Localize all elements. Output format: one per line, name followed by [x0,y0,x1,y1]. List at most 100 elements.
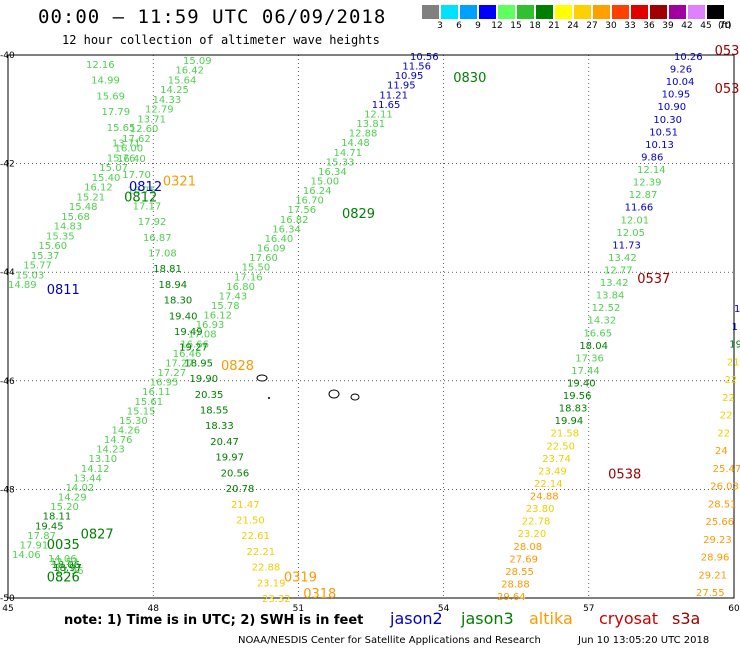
track-a-value: 14.48 [341,138,370,149]
track-c-value: 21.50 [236,515,265,526]
track-d-value: 14.06 [48,554,77,565]
track-c-value: 20.47 [210,437,239,448]
colorbar-label: 36 [643,21,655,31]
colorbar-label: 30 [605,21,617,31]
track-e-value: 11.66 [625,203,654,214]
track-e-value: 12.77 [604,265,633,276]
colorbar-swatch [688,5,705,19]
track-a-value: 17.27 [157,368,186,379]
pass-time-label: 0035 [47,538,80,553]
track-b-value: 14.89 [8,280,37,291]
track-f-value: 25.66 [706,517,735,528]
track-f-value: 1 [734,304,740,315]
track-c-value: 17.17 [133,201,162,212]
track-e-value: 10.90 [658,102,687,113]
track-f-value: 25.47 [713,464,740,475]
track-e-value: 9.86 [641,152,663,163]
track-a-value: 16.12 [203,311,232,322]
pass-time-label: 0318 [303,587,336,602]
track-a-value: 15.15 [127,406,156,417]
track-e-value: 23.74 [542,454,571,465]
track-e-value: 12.87 [629,190,658,201]
track-e-value: 12.05 [616,228,645,239]
track-c-value: 18.55 [200,406,229,417]
satellite-cryosat: cryosat [599,609,659,628]
colorbar-swatch [612,5,629,19]
track-f-value: 22 [725,375,738,386]
track-e-value: 28.08 [513,542,542,553]
footer-note: note: 1) Time is in UTC; 2) SWH is in fe… [64,613,364,628]
track-c-value: 17.92 [138,217,167,228]
lon-tick-label: 45 [2,604,13,614]
track-e-value: 10.26 [674,52,703,63]
track-b-value: 14.83 [54,222,83,233]
track-a-value: 11.56 [402,62,431,73]
track-c-value: 17.08 [148,248,177,259]
map-subtitle: 12 hour collection of altimeter wave hei… [62,33,380,47]
track-e-value: 24.88 [530,492,559,503]
track-a-value: 17.91 [20,540,49,551]
lat-tick-label: -48 [0,485,15,495]
pass-time-label: 053 [715,44,740,59]
track-b-value: 15.09 [183,56,212,67]
pass-time-label: 0829 [342,207,375,222]
track-b-value: 13.71 [137,114,166,125]
colorbar-swatch [479,5,496,19]
track-d-value: 18.06 [52,560,81,571]
colorbar-label: 15 [510,21,522,31]
track-f-value: 24 [715,446,728,457]
satellite-jason2: jason2 [390,609,443,628]
track-e-value: 21.58 [551,429,580,440]
timestamp: Jun 10 13:05:20 UTC 2018 [578,635,710,646]
track-a-value: 14.76 [104,435,133,446]
track-a-value: 14.71 [333,148,362,159]
track-a-value: 12.11 [364,109,393,120]
track-e-value: 28.55 [505,567,534,578]
track-e-value: 18.83 [559,404,588,415]
track-e-value: 17.44 [571,366,600,377]
track-e-value: 22.14 [534,479,563,490]
track-f-value: 27.55 [696,588,725,599]
colorbar-label: 45 [700,21,712,31]
track-c-value: 19.40 [169,311,198,322]
island-outline [328,389,340,399]
track-a-value: 14.26 [112,426,141,437]
track-a-value: 15.00 [311,177,340,188]
track-f-value: 22 [720,411,733,422]
track-a-value: 16.34 [318,167,347,178]
colorbar-label: 39 [662,21,674,31]
track-e-value: 23.20 [518,529,547,540]
colorbar-swatch [517,5,534,19]
track-b-value: 15.77 [23,261,52,272]
track-a-value: 14.29 [58,493,87,504]
track-a-value: 14.23 [96,445,125,456]
island-outline [350,393,360,401]
track-c-value: 16.87 [143,233,172,244]
track-a-value: 16.70 [295,196,324,207]
track-d-value: 12.53 [50,557,79,568]
track-a-value: 17.87 [27,531,56,542]
colorbar-label: 33 [624,21,636,31]
track-a-value: 16.66 [180,339,209,350]
track-e-value: 16.65 [583,328,612,339]
track-b-value: 16.00 [115,144,144,155]
track-b-value: 16.42 [175,66,204,77]
colorbar-swatch [422,5,439,19]
track-b-value: 14.25 [160,85,189,96]
colorbar-swatch [669,5,686,19]
colorbar-swatch [441,5,458,19]
lon-tick-label: 48 [147,604,159,614]
track-c-value: 19.90 [190,374,219,385]
pass-time-label: 0536 [715,82,740,97]
track-a-value: 17.08 [188,330,217,341]
map-frame [7,54,735,599]
colorbar-label: 70 [719,21,731,31]
track-b-value: 15.35 [46,231,75,242]
track-c-value: 16.75 [127,186,156,197]
track-a-value: 10.95 [395,71,424,82]
pass-time-label: 0812 [124,191,157,206]
track-a-value: 16.46 [173,349,202,360]
lon-tick-label: 51 [293,604,304,614]
pass-time-label: 0538 [608,468,641,483]
track-e-value: 11.73 [612,240,641,251]
